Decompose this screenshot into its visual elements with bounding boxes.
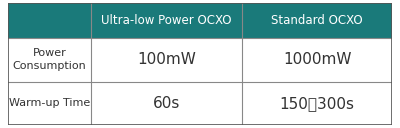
Text: 150～300s: 150～300s [280, 96, 355, 111]
Text: Ultra-low Power OCXO: Ultra-low Power OCXO [101, 14, 232, 27]
Text: 1000mW: 1000mW [283, 52, 351, 67]
Bar [8, 3, 392, 38]
Text: Standard OCXO: Standard OCXO [271, 14, 363, 27]
Text: 60s: 60s [153, 96, 180, 111]
Bar [8, 38, 392, 82]
Bar [8, 82, 392, 125]
Text: 100mW: 100mW [137, 52, 196, 67]
Text: Power
Consumption: Power Consumption [12, 48, 86, 71]
Text: Warm-up Time: Warm-up Time [9, 98, 90, 108]
